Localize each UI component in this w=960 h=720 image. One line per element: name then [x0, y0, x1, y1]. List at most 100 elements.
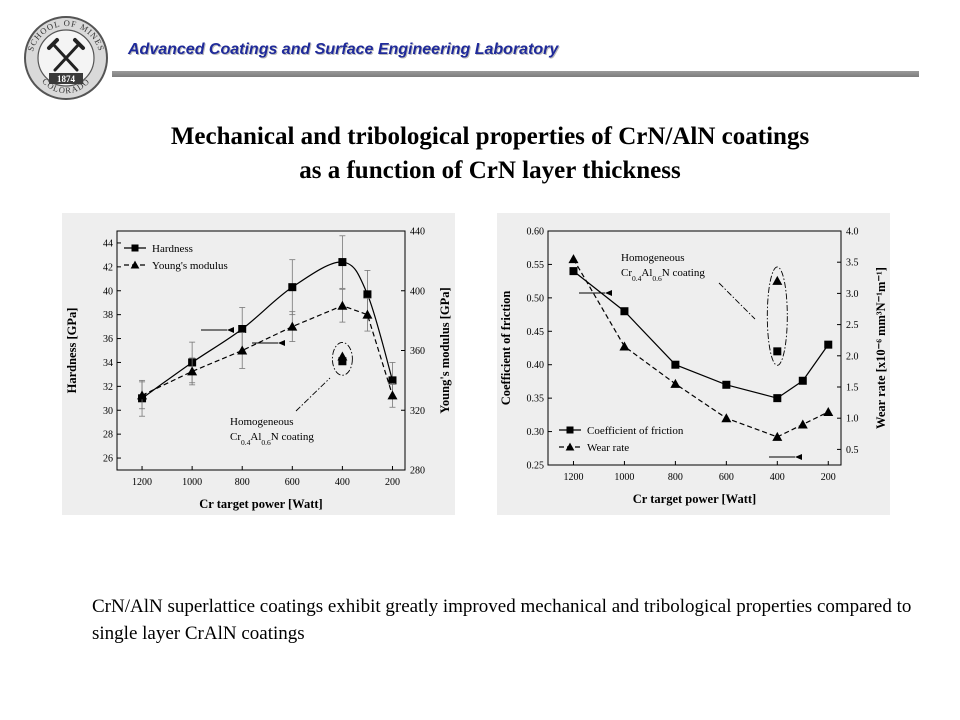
- undefined-series-a-point: [824, 340, 833, 349]
- undefined-x-tick-label: 800: [235, 477, 250, 488]
- undefined-series-b-point: [287, 321, 298, 331]
- page-title-line-1: Mechanical and tribological properties o…: [170, 123, 810, 150]
- undefined-x-tick-label: 1200: [132, 477, 152, 488]
- undefined-y-tick-label: 40: [103, 286, 113, 297]
- undefined-y-tick-label: 34: [103, 358, 113, 369]
- friction-wear-chart: 1200 1000 800 600 400 200 0.25 0.30 0.35 0.40 0.45…: [497, 213, 890, 515]
- undefined-legend-label: Young's modulus: [152, 260, 228, 272]
- undefined-series-b-point: [362, 309, 373, 319]
- undefined-series-b-point: [797, 419, 808, 429]
- undefined-annotation-pointer: [718, 282, 756, 320]
- undefined-homogeneous-point: [772, 275, 783, 285]
- undefined-annotation-line1: Homogeneous: [230, 416, 294, 428]
- page-title: Mechanical and tribological properties o…: [40, 120, 940, 188]
- undefined-annotation-part: N coating: [271, 431, 315, 443]
- undefined-y-tick-label: 0.50: [527, 293, 545, 304]
- undefined-y2-tick-label: 3.5: [846, 258, 859, 269]
- undefined-y-tick-label: 0.55: [527, 260, 545, 271]
- school-of-mines-logo: SCHOOL OF MINES COLORADO 1874: [24, 16, 108, 100]
- undefined-y2-tick-label: 1.0: [846, 414, 859, 425]
- undefined-y2-tick-label: 2.5: [846, 320, 859, 331]
- undefined-y-tick-label: 0.45: [527, 327, 545, 338]
- undefined-y-tick-label: 36: [103, 334, 113, 345]
- summary-text: CrN/AlN superlattice coatings exhibit gr…: [92, 596, 912, 644]
- undefined-y2-axis-label: Young's modulus [GPa]: [438, 287, 452, 413]
- undefined-homogeneous-ellipse: [766, 266, 788, 366]
- undefined-x-axis-label: Cr target power [Watt]: [633, 492, 756, 506]
- undefined-series-b-point: [772, 431, 783, 441]
- undefined-background: [62, 213, 455, 515]
- undefined-legend-marker: [131, 244, 139, 252]
- undefined-series-a-point: [671, 360, 680, 369]
- undefined-y-tick-label: 32: [103, 382, 113, 393]
- undefined-series-b-point: [721, 413, 732, 423]
- undefined-y2-tick-label: 4.0: [846, 227, 859, 238]
- undefined-x-tick-label: 600: [719, 472, 734, 483]
- undefined-series-a-point: [338, 258, 347, 267]
- undefined-annotation-part: 0.6: [652, 274, 662, 283]
- undefined-x-tick-label: 200: [385, 477, 400, 488]
- undefined-series-a-point: [363, 290, 372, 299]
- undefined-series-b-point: [237, 345, 248, 355]
- undefined-annotation-line2: Cr0.4Al0.6N coating: [621, 267, 705, 283]
- undefined-axis-arrow-head: [278, 340, 285, 346]
- undefined-homogeneous-point: [773, 347, 782, 356]
- undefined-y-tick-label: 26: [103, 454, 113, 465]
- undefined-annotation-pointer: [295, 377, 331, 412]
- undefined-y2-tick-label: 1.5: [846, 383, 859, 394]
- undefined-annotation-part: Cr: [230, 431, 241, 443]
- undefined-y-tick-label: 28: [103, 430, 113, 441]
- undefined-annotation-part: Al: [250, 431, 261, 443]
- undefined-homogeneous-point: [337, 351, 348, 361]
- undefined-y2-axis-label: Wear rate [x10⁻⁶ mm³N⁻¹m⁻¹]: [874, 267, 888, 429]
- undefined-legend-marker: [566, 426, 574, 434]
- undefined-plot-frame: [547, 230, 842, 466]
- undefined-legend-marker: [130, 260, 140, 269]
- undefined-background: [497, 213, 890, 515]
- undefined-series-a-point: [798, 376, 807, 385]
- undefined-homogeneous-ellipse: [331, 342, 353, 376]
- undefined-series-b-point: [619, 341, 630, 351]
- undefined-y-tick-label: 44: [103, 238, 113, 249]
- logo-year: 1874: [57, 74, 76, 84]
- undefined-y-tick-label: 0.25: [527, 461, 545, 472]
- header-rule: [112, 71, 919, 77]
- undefined-annotation-line1: Homogeneous: [621, 252, 685, 264]
- undefined-series-b-point: [823, 406, 834, 416]
- undefined-legend-label: Wear rate: [587, 442, 629, 454]
- undefined-y2-tick-label: 280: [410, 466, 425, 477]
- undefined-series-a-point: [569, 267, 578, 276]
- undefined-x-tick-label: 1000: [614, 472, 634, 483]
- undefined-annotation-part: Cr: [621, 267, 632, 279]
- undefined-y-axis-label: Hardness [GPa]: [65, 308, 79, 394]
- undefined-y2-tick-label: 320: [410, 406, 425, 417]
- undefined-annotation-part: 0.6: [261, 438, 271, 447]
- undefined-y-tick-label: 38: [103, 310, 113, 321]
- undefined-annotation-part: N coating: [662, 267, 706, 279]
- lab-title: Advanced Coatings and Surface Engineerin…: [128, 41, 559, 58]
- undefined-y2-tick-label: 0.5: [846, 445, 859, 456]
- undefined-x-tick-label: 400: [770, 472, 785, 483]
- undefined-x-tick-label: 600: [285, 477, 300, 488]
- undefined-series-b-point: [337, 300, 348, 310]
- undefined-series-b-point: [187, 366, 198, 376]
- undefined-series-a-point: [238, 324, 247, 333]
- undefined-legend-label: Coefficient of friction: [587, 425, 684, 437]
- undefined-annotation-part: Al: [641, 267, 652, 279]
- crossed-hammers-icon: [47, 38, 85, 72]
- undefined-y-tick-label: 0.35: [527, 394, 545, 405]
- undefined-legend-marker: [565, 442, 575, 451]
- undefined-series-a-point: [722, 380, 731, 389]
- undefined-x-tick-label: 1000: [182, 477, 202, 488]
- undefined-y-tick-label: 42: [103, 262, 113, 273]
- undefined-homogeneous-point: [338, 357, 347, 366]
- undefined-y2-tick-label: 3.0: [846, 289, 859, 300]
- undefined-x-tick-label: 200: [821, 472, 836, 483]
- hardness-modulus-chart: 1200 1000 800 600 400 200 26 28 30 32 34 36 38 40 42 44…: [62, 213, 455, 515]
- undefined-x-tick-label: 400: [335, 477, 350, 488]
- undefined-series-b-point: [137, 390, 148, 400]
- undefined-series-b-point: [568, 254, 579, 264]
- undefined-x-tick-label: 1200: [563, 472, 583, 483]
- undefined-axis-arrow-head: [227, 327, 234, 333]
- undefined-y-tick-label: 0.60: [527, 227, 545, 238]
